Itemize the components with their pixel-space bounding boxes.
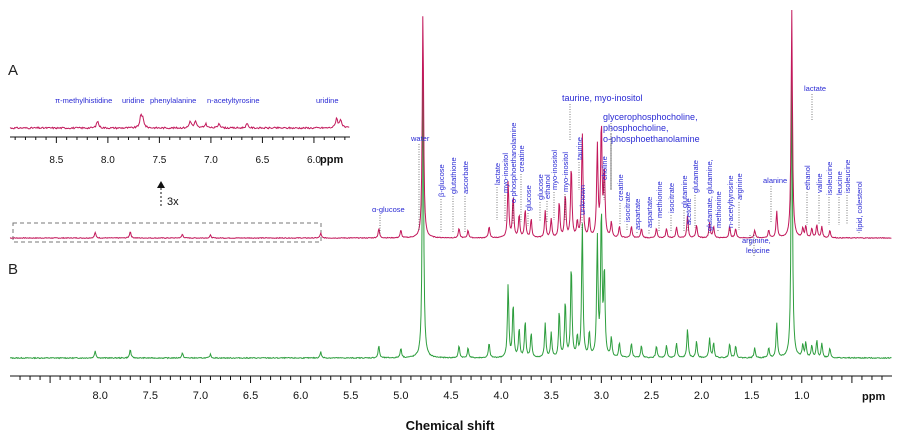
metabolite-label: isocitrate xyxy=(623,192,632,222)
x-tick-label: 3.5 xyxy=(544,390,559,402)
metabolite-label: n-acetyltyrosine xyxy=(726,175,735,228)
x-axis-ticks: 8.0 7.5 7.0 6.5 6.0 5.5 5.0 4.5 4.0 3.5 3.0 2.5 2.0 1… xyxy=(19,376,883,402)
inset-unit-label: ppm xyxy=(320,154,343,166)
zoom-region-box xyxy=(12,222,322,243)
x-tick-label: 5.5 xyxy=(343,390,358,402)
metabolite-label: myo-inositol xyxy=(561,152,570,192)
metabolite-label: o-phosphoethanolamine xyxy=(603,134,700,144)
metabolite-label: taurine, myo-inositol xyxy=(562,93,643,103)
x-tick-label: 2.5 xyxy=(644,390,659,402)
metabolite-label: choline xyxy=(600,156,609,180)
metabolite-label: water xyxy=(410,134,430,143)
inset-ticks: 8.5 8.0 7.5 7.0 6.5 6.0 xyxy=(14,137,346,166)
metabolite-label: glycerophosphocholine, xyxy=(603,112,698,122)
zoom-magnification: 3x xyxy=(167,196,179,208)
metabolite-label: ethanol xyxy=(803,165,812,190)
metabolite-label: ethanol xyxy=(543,174,552,199)
x-axis-title: Chemical shift xyxy=(406,418,496,433)
metabolite-label: taurine xyxy=(575,137,584,160)
metabolite-label: glucose xyxy=(536,174,545,200)
metabolite-label: lipid, colesterol xyxy=(855,181,864,231)
metabolite-label: alanine xyxy=(763,176,787,185)
x-tick-label: 4.0 xyxy=(493,390,508,402)
inset-tick-label: 7.0 xyxy=(204,155,218,166)
metabolite-label: ascorbate xyxy=(461,161,470,194)
metabolite-label: glutathione xyxy=(449,157,458,194)
metabolite-label: myo-inositol xyxy=(501,153,510,193)
metabolite-label: creatine xyxy=(616,174,625,201)
x-tick-label: 5.0 xyxy=(393,390,408,402)
inset-zoom: 8.5 8.0 7.5 7.0 6.5 6.0 ppm π-methylhistidine… xyxy=(9,96,350,166)
metabolite-label: glutamine xyxy=(680,175,689,208)
metabolite-label: α-glucose xyxy=(372,205,405,214)
inset-tick-label: 8.0 xyxy=(101,155,115,166)
metabolite-label: unknown xyxy=(578,185,587,215)
metabolite-label: acetone xyxy=(684,198,693,225)
x-tick-label: 1.5 xyxy=(744,390,759,402)
x-tick-label: 6.5 xyxy=(243,390,258,402)
metabolite-label: valine xyxy=(815,173,824,193)
x-tick-label: 8.0 xyxy=(93,390,108,402)
metabolite-label: phosphocholine, xyxy=(603,123,669,133)
metabolite-label: lactate xyxy=(804,84,826,93)
x-tick-label: 3.0 xyxy=(594,390,609,402)
spectrum-trace-b xyxy=(9,63,892,360)
metabolite-label: myo-inositol xyxy=(550,150,559,190)
metabolite-label: arginine xyxy=(735,173,744,200)
metabolite-label: isoleucine xyxy=(825,162,834,195)
metabolite-label: o-phosphoethanolamine xyxy=(509,123,518,203)
metabolite-label: leucine xyxy=(835,171,844,195)
x-axis-unit: ppm xyxy=(862,391,885,403)
metabolite-label: aspartate xyxy=(633,199,642,230)
x-tick-label: 1.0 xyxy=(794,390,809,402)
metabolite-label: isocitrate xyxy=(667,183,676,213)
inset-label-methylhistidine: π-methylhistidine xyxy=(55,96,112,105)
inset-spectrum-trace xyxy=(9,113,350,130)
inset-tick-label: 7.5 xyxy=(152,155,166,166)
zoom-arrow-icon xyxy=(157,181,165,188)
metabolite-label: creatine xyxy=(517,145,526,172)
inset-label-uridine-2: uridine xyxy=(316,96,339,105)
spectrum-trace-a xyxy=(9,9,892,240)
metabolite-annotations: water α-glucose β-glucose glutathione ascorb… xyxy=(372,84,864,256)
inset-label-phenylalanine: phenylalanine xyxy=(150,96,196,105)
inset-tick-label: 8.5 xyxy=(49,155,63,166)
metabolite-label: arginine, xyxy=(742,236,771,245)
metabolite-label: methionine xyxy=(714,191,723,228)
inset-tick-label: 6.5 xyxy=(255,155,269,166)
x-tick-label: 6.0 xyxy=(293,390,308,402)
inset-label-acetyltyrosine: n-acetyltyrosine xyxy=(207,96,260,105)
inset-label-uridine-1: uridine xyxy=(122,96,145,105)
x-tick-label: 2.0 xyxy=(694,390,709,402)
x-tick-label: 7.5 xyxy=(143,390,158,402)
metabolite-label: lactate xyxy=(493,163,502,185)
metabolite-label: glucose xyxy=(524,185,533,211)
metabolite-label: glutamate, glutamine, xyxy=(705,159,714,231)
panel-label-b: B xyxy=(8,261,18,278)
metabolite-label: isoleucine xyxy=(843,160,852,193)
panel-label-a: A xyxy=(8,62,18,79)
inset-tick-label: 6.0 xyxy=(307,155,321,166)
metabolite-label: β-glucose xyxy=(437,164,446,197)
metabolite-label: aspartate xyxy=(645,197,654,228)
x-tick-label: 4.5 xyxy=(443,390,458,402)
metabolite-label: glutamate xyxy=(691,160,700,193)
x-tick-label: 7.0 xyxy=(193,390,208,402)
metabolite-label: leucine xyxy=(746,246,770,255)
metabolite-label: methionine xyxy=(655,181,664,218)
